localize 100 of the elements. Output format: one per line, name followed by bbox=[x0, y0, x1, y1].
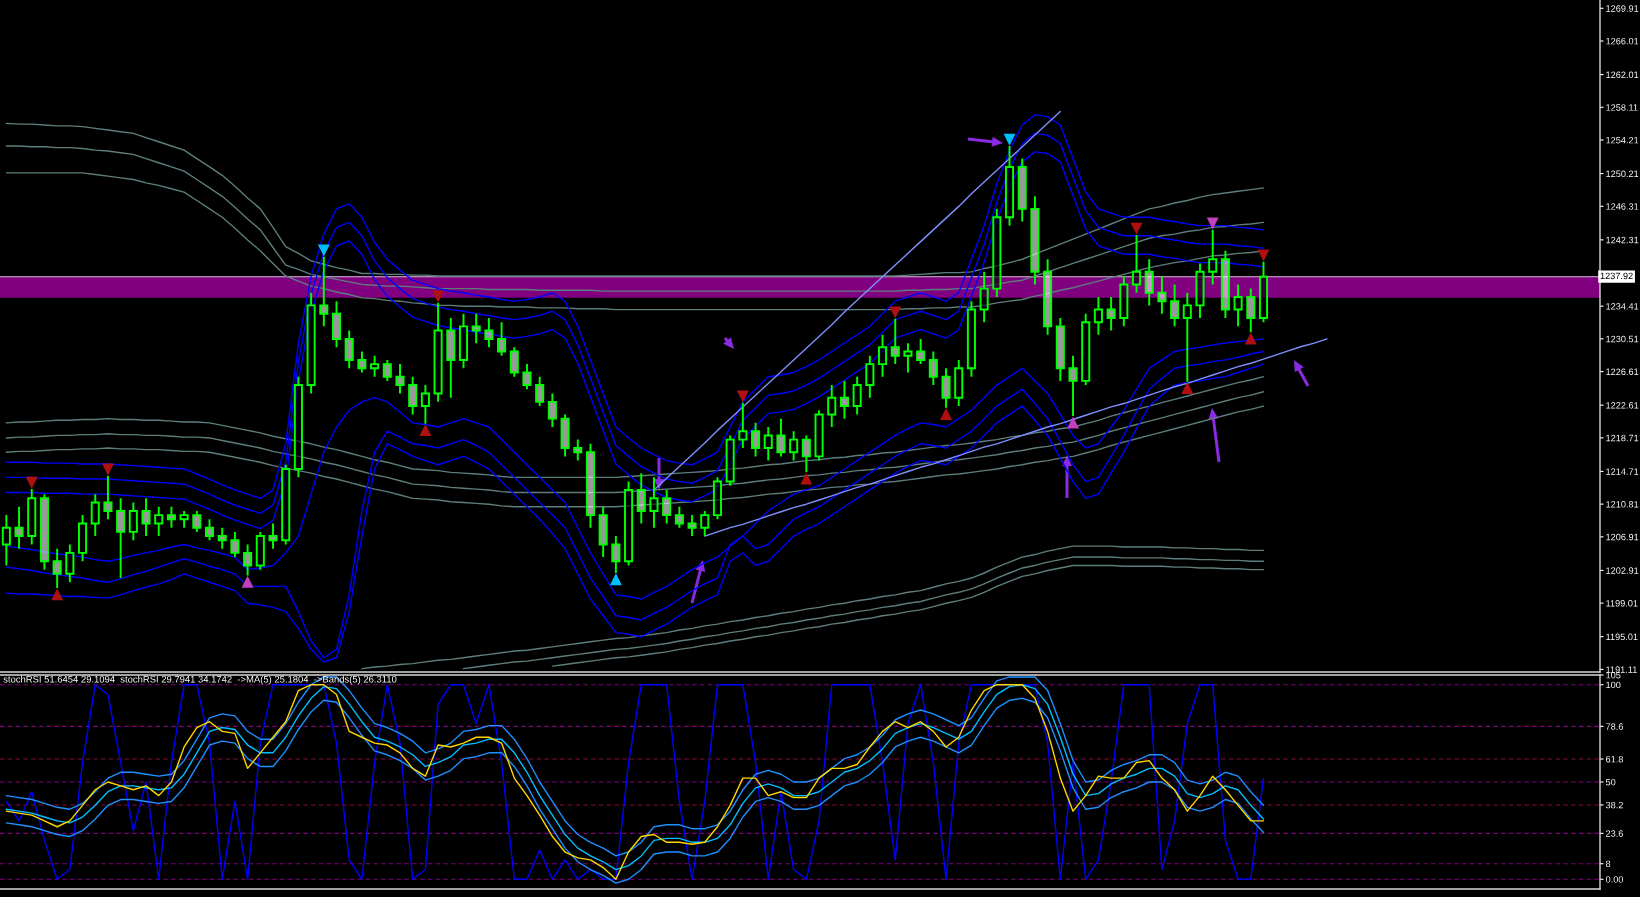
candlestick bbox=[789, 430, 799, 462]
candlestick bbox=[674, 505, 684, 529]
candlestick bbox=[878, 333, 888, 378]
y-tick-label: 1262.01 bbox=[1606, 71, 1639, 78]
candlestick bbox=[624, 480, 634, 567]
point bbox=[1130, 222, 1143, 234]
line-series bbox=[5, 405, 1265, 508]
candlestick bbox=[382, 358, 392, 382]
y-tick-label: 1246.31 bbox=[1606, 203, 1639, 210]
line-series bbox=[5, 391, 1265, 494]
candlestick bbox=[725, 434, 735, 487]
candlestick bbox=[27, 488, 37, 546]
candlestick bbox=[649, 476, 659, 529]
candlestick bbox=[903, 342, 913, 374]
y-tick-label: 1269.91 bbox=[1606, 5, 1639, 12]
candlestick bbox=[497, 321, 507, 357]
candlestick bbox=[801, 434, 811, 474]
y-tick-label: 50 bbox=[1605, 778, 1616, 786]
candlestick bbox=[662, 488, 672, 525]
y-tick-label: 1214.71 bbox=[1606, 468, 1639, 475]
point bbox=[1003, 133, 1016, 145]
candlestick bbox=[509, 346, 519, 378]
y-tick-label: 1258.11 bbox=[1606, 104, 1638, 111]
candlestick bbox=[992, 207, 1002, 298]
candlestick bbox=[712, 476, 722, 521]
candlestick bbox=[484, 316, 494, 349]
candlestick bbox=[700, 509, 710, 538]
candlestick bbox=[776, 417, 786, 458]
candlestick bbox=[179, 509, 189, 529]
candlestick bbox=[1043, 258, 1053, 336]
candlestick bbox=[370, 354, 380, 378]
candlestick bbox=[116, 497, 126, 580]
line-series bbox=[653, 110, 1062, 491]
candlestick bbox=[128, 501, 138, 542]
candlestick bbox=[585, 442, 595, 529]
candlestick bbox=[1233, 283, 1243, 328]
candlestick bbox=[1, 514, 11, 567]
candlestick bbox=[865, 354, 875, 399]
candlestick bbox=[979, 270, 989, 324]
candlestick bbox=[636, 472, 646, 525]
candlestick bbox=[751, 421, 761, 458]
candlestick bbox=[78, 514, 88, 563]
point bbox=[26, 476, 38, 488]
y-tick-label: 1191.11 bbox=[1606, 666, 1637, 673]
y-tick-label: 1195.01 bbox=[1606, 633, 1638, 641]
y-tick-label: 1242.31 bbox=[1606, 236, 1639, 244]
candlestick bbox=[687, 514, 697, 538]
candlestick bbox=[1030, 195, 1040, 286]
y-tick-label: 61.8 bbox=[1606, 755, 1623, 763]
candlestick bbox=[1119, 275, 1129, 328]
point bbox=[940, 408, 952, 420]
candlestick bbox=[1144, 258, 1154, 307]
candlestick bbox=[319, 255, 329, 328]
point bbox=[800, 473, 812, 485]
candlestick bbox=[560, 413, 570, 458]
candlestick bbox=[395, 363, 405, 395]
candlestick bbox=[1131, 233, 1142, 294]
candlestick bbox=[954, 358, 964, 408]
candlestick bbox=[1170, 283, 1180, 328]
candlestick bbox=[154, 505, 164, 538]
candlestick bbox=[890, 317, 900, 366]
candlestick bbox=[243, 543, 253, 577]
y-tick-label: 1222.61 bbox=[1606, 402, 1639, 409]
y-tick-label: 0.00 bbox=[1605, 876, 1624, 883]
y-tick-label: 100 bbox=[1606, 681, 1621, 689]
y-tick-label: 38.2 bbox=[1605, 801, 1623, 809]
point bbox=[102, 463, 114, 475]
point bbox=[1181, 382, 1193, 394]
candlestick bbox=[852, 375, 862, 416]
point bbox=[610, 574, 622, 586]
candlestick bbox=[1017, 157, 1027, 223]
candlestick bbox=[52, 547, 62, 590]
candlestick bbox=[839, 379, 849, 420]
candlestick bbox=[941, 367, 951, 409]
point bbox=[242, 576, 254, 588]
candlestick bbox=[763, 426, 773, 462]
y-tick-label: 1206.91 bbox=[1606, 533, 1639, 541]
point bbox=[1207, 217, 1219, 229]
line-series bbox=[361, 545, 1265, 670]
y-tick-label: 1266.01 bbox=[1606, 37, 1639, 45]
y-tick-label: 1254.21 bbox=[1606, 136, 1639, 144]
y-tick-label: 1230.51 bbox=[1606, 335, 1639, 343]
y-tick-label: 1250.21 bbox=[1606, 170, 1639, 177]
candlestick bbox=[192, 509, 202, 533]
candlestick bbox=[1246, 287, 1256, 334]
y-tick-label: 1210.81 bbox=[1606, 501, 1639, 508]
y-tick-label: 105 bbox=[1606, 671, 1621, 679]
candlestick bbox=[446, 316, 456, 399]
point bbox=[318, 244, 330, 256]
candlestick bbox=[535, 375, 545, 408]
point bbox=[737, 390, 749, 402]
candlestick bbox=[205, 518, 215, 542]
candlestick bbox=[611, 535, 621, 574]
candlestick bbox=[357, 350, 367, 374]
candlestick bbox=[90, 493, 100, 538]
candlestick bbox=[928, 350, 938, 387]
candlestick bbox=[141, 497, 151, 538]
candlestick bbox=[268, 522, 278, 550]
point bbox=[51, 589, 63, 601]
line-series bbox=[462, 556, 1265, 670]
